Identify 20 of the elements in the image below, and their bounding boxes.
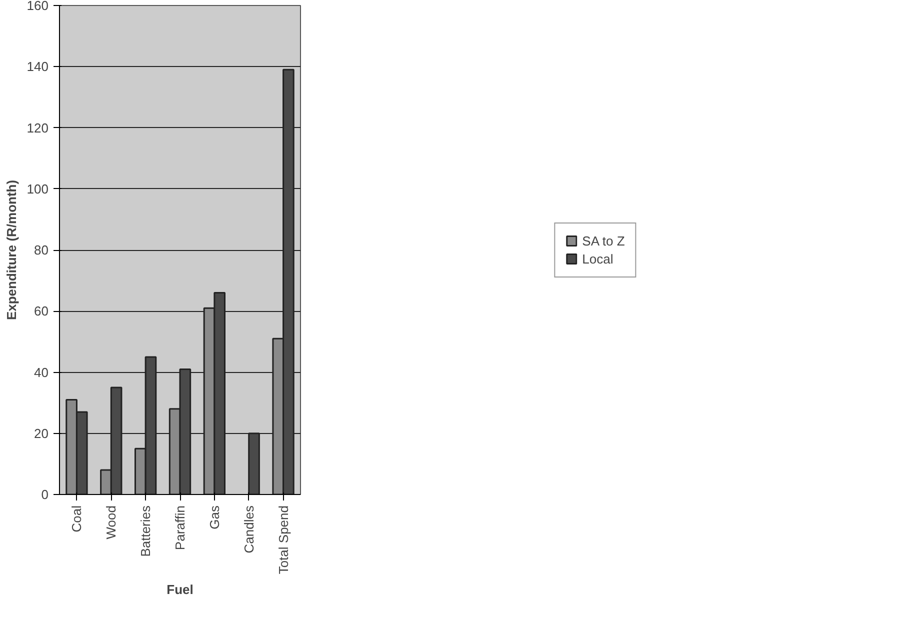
- y-tick-label: 80: [34, 242, 49, 258]
- x-tick-label: Paraffin: [172, 505, 188, 550]
- y-tick-label: 20: [34, 426, 49, 441]
- y-tick-label: 100: [26, 181, 49, 196]
- legend-label: SA to Z: [582, 233, 625, 248]
- y-tick-label: 140: [26, 59, 49, 74]
- legend-label: Local: [582, 251, 614, 266]
- y-tick-label: 160: [26, 0, 49, 13]
- x-tick-label: Candles: [241, 505, 256, 554]
- y-axis-title: Expenditure (R/month): [4, 180, 19, 320]
- x-tick-label: Wood: [104, 505, 119, 540]
- y-tick-label: 0: [41, 487, 49, 502]
- x-tick-label: Total Spend: [276, 505, 291, 574]
- x-tick-label: Coal: [69, 505, 84, 532]
- y-tick-label: 60: [34, 304, 49, 319]
- y-tick-label: 120: [26, 120, 49, 136]
- x-tick-label: Batteries: [138, 505, 154, 557]
- x-axis-title: Fuel: [166, 582, 194, 598]
- x-tick-label: Gas: [206, 505, 222, 530]
- y-tick-label: 40: [34, 364, 49, 380]
